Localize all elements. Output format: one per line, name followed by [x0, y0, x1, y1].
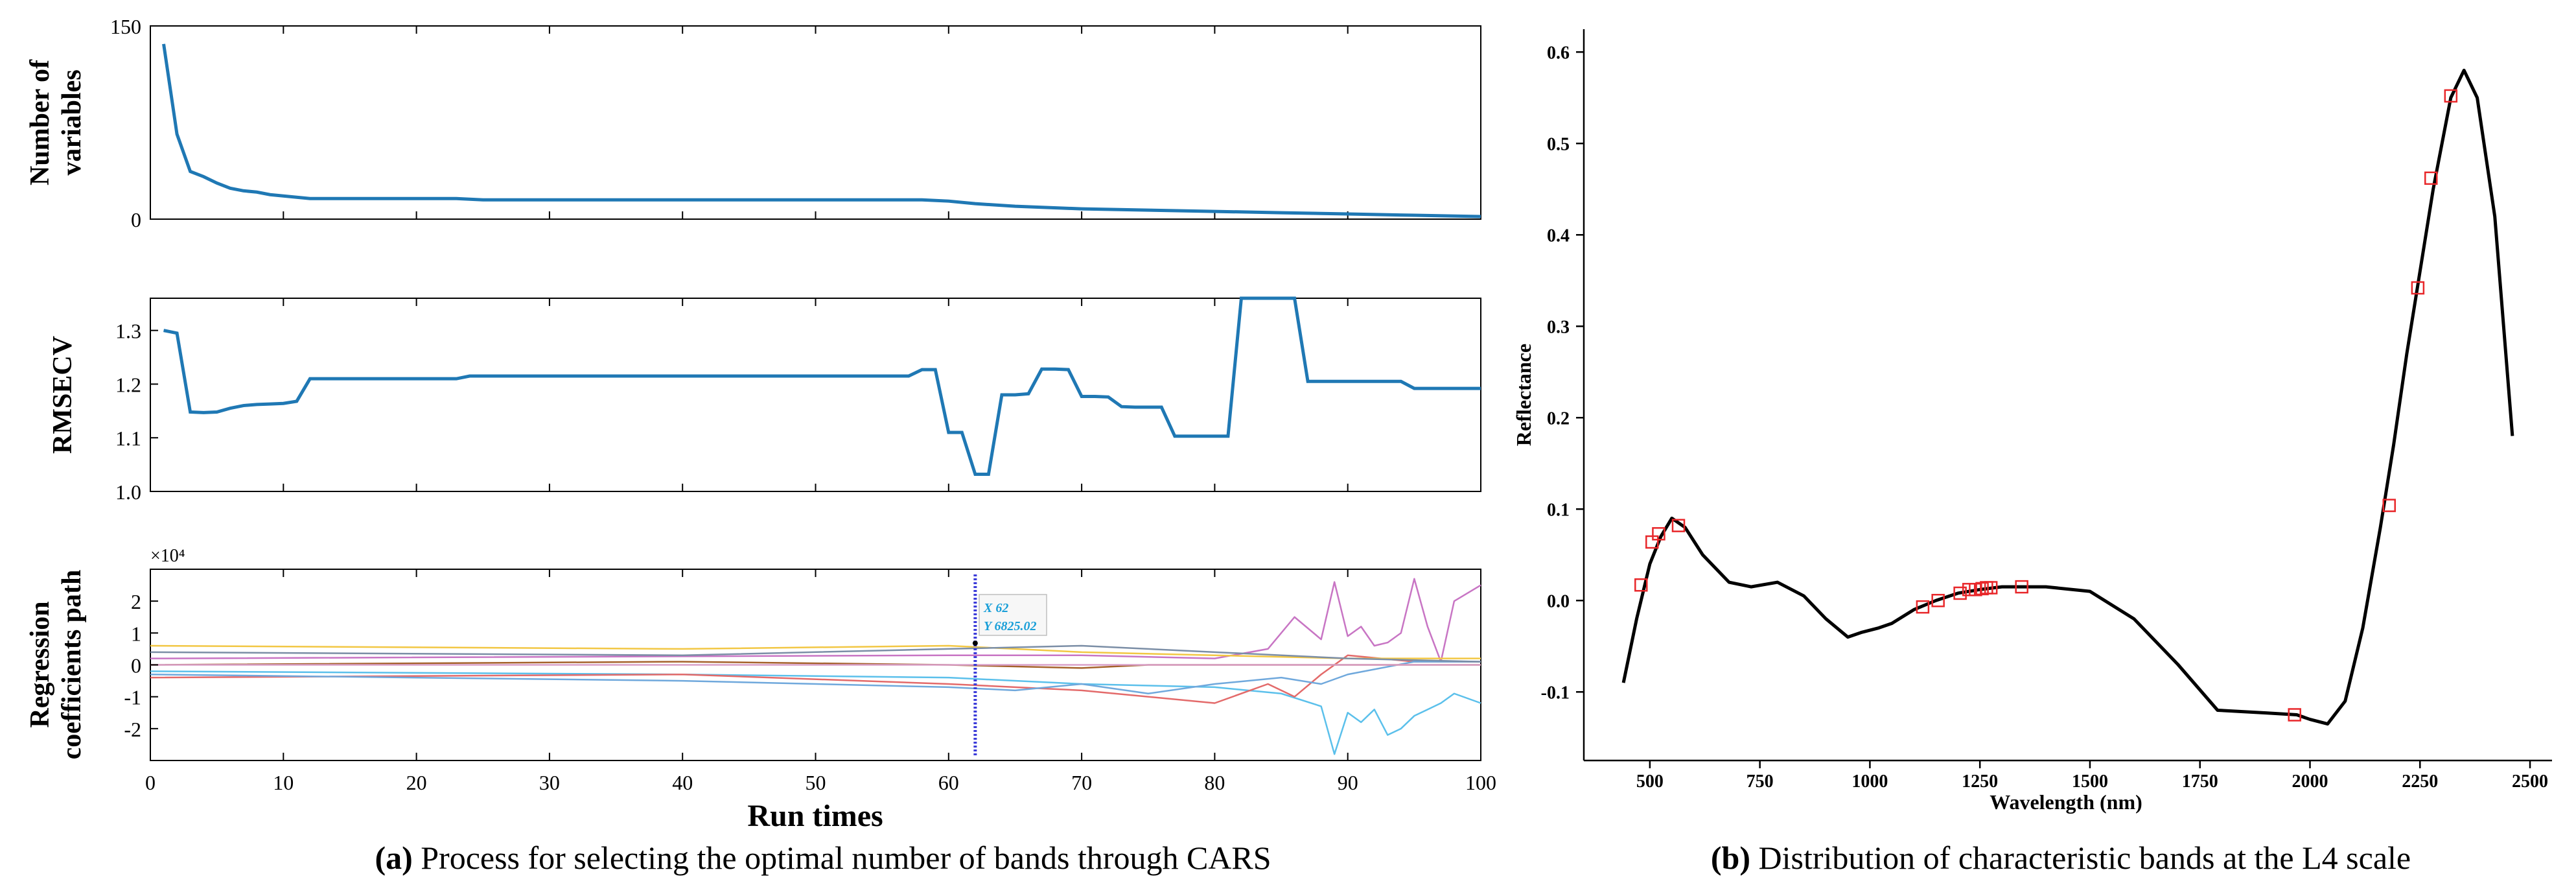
b-ytick-label--0.1: -0.1 [1541, 683, 1570, 703]
regression-path-coef-3 [150, 654, 1481, 704]
b-ytick-label-0: 0.0 [1547, 591, 1570, 611]
a2-ytick-label-1.1: 1.1 [115, 427, 141, 450]
a3-ytick-label-0: 0 [131, 654, 141, 678]
a3-xtick-label-40: 40 [672, 771, 693, 794]
characteristic-band-marker [1634, 578, 1648, 592]
characteristic-band-marker [1931, 594, 1945, 607]
a3-xtick-label-20: 20 [406, 771, 427, 794]
datatip-x: X 62 [983, 601, 1008, 615]
characteristic-band-marker [2382, 499, 2396, 512]
a2-ytick-label-1.3: 1.3 [115, 320, 141, 343]
b-xlabel: Wavelength (nm) [1990, 790, 2142, 814]
b-xtick-label-2500: 2500 [2512, 772, 2548, 792]
a2-ytick-label-1.2: 1.2 [115, 373, 141, 396]
b-ytick-label-0.2: 0.2 [1547, 408, 1570, 429]
datatip-box [979, 594, 1047, 636]
a3-ytick-label--2: -2 [124, 718, 141, 741]
b-ytick-label-0.5: 0.5 [1547, 134, 1570, 154]
caption-a: (a) Process for selecting the optimal nu… [375, 840, 1271, 876]
a3-xtick-label-0: 0 [145, 771, 156, 794]
b-xtick-label-750: 750 [1746, 772, 1774, 792]
characteristic-band-marker [1953, 586, 1967, 600]
a3-xtick-label-50: 50 [806, 771, 826, 794]
a2-ytick-label-1: 1.0 [115, 480, 141, 504]
b-xtick-label-1000: 1000 [1851, 772, 1888, 792]
a3-xlabel: Run times [747, 799, 883, 833]
characteristic-band-marker [2288, 708, 2301, 722]
panel-b-reflectance: 500 750 1000 1250 1500 1750 2000 2250 2500 -0.1 0… [1512, 29, 2552, 814]
regression-path-coef-4 [150, 661, 1481, 694]
reflectance-curve [1621, 68, 2514, 726]
a1-ytick-label-150: 150 [110, 15, 141, 38]
characteristic-band-marker [2444, 89, 2458, 103]
a3-ytick-label--1: -1 [124, 686, 141, 709]
b-ytick-label-0.1: 0.1 [1547, 500, 1570, 520]
a3-xtick-label-60: 60 [938, 771, 959, 794]
a3-ytick-label-2: 2 [131, 590, 141, 613]
a3-xtick-label-30: 30 [539, 771, 560, 794]
variables-series-line [162, 43, 1481, 218]
caption-b-text: Distribution of characteristic bands at … [1750, 840, 2411, 876]
panel-a-number-of-variables: 0 150 Number of variables [25, 15, 1481, 231]
panel-a-rmsecv: 1.0 1.1 1.2 1.3 RMSECV [48, 296, 1481, 504]
a1-ylabel-line1: Number of [25, 59, 55, 185]
caption-b-label: (b) [1711, 840, 1750, 876]
b-xtick-label-2250: 2250 [2402, 772, 2438, 792]
a3-xtick-label-100: 100 [1465, 771, 1496, 794]
regression-path-coef-2 [150, 670, 1481, 755]
characteristic-band-marker [1671, 519, 1686, 532]
a3-xtick-label-90: 90 [1338, 771, 1358, 794]
a3-xtick-label-80: 80 [1204, 771, 1225, 794]
a3-ytick-label-1: 1 [131, 622, 141, 645]
panel-a-regression-paths: 0 10 20 30 40 50 60 70 80 90 100 -2 -1 0 1 2 ×10⁴ Regr… [25, 546, 1496, 833]
a1-ytick-label-0: 0 [131, 208, 141, 231]
caption-a-label: (a) [375, 840, 412, 876]
characteristic-band-marker [2015, 580, 2028, 594]
a1-ylabel-line2: variables [57, 69, 87, 175]
b-ylabel: Reflectance [1512, 344, 1535, 446]
b-xtick-label-500: 500 [1636, 772, 1664, 792]
characteristic-band-marker [1975, 582, 1989, 596]
a3-xtick-label-70: 70 [1071, 771, 1092, 794]
datatip-point [972, 641, 978, 646]
characteristic-band-marker [2424, 171, 2438, 185]
b-xtick-label-1500: 1500 [2072, 772, 2108, 792]
a3-ylabel-line2: coefficients path [57, 570, 87, 760]
b-ytick-label-0.6: 0.6 [1547, 43, 1570, 63]
datatip: X 62 Y 6825.02 [979, 594, 1047, 636]
a3-exponent-label: ×10⁴ [150, 546, 185, 566]
a2-ylabel: RMSECV [48, 336, 78, 454]
characteristic-band-marker [1984, 581, 1998, 595]
regression-path-coef-7 [150, 644, 1481, 663]
characteristic-band-marker [1916, 600, 1930, 614]
b-ytick-label-0.4: 0.4 [1547, 226, 1570, 246]
characteristic-band-marker [2411, 281, 2425, 295]
b-xtick-label-2000: 2000 [2292, 772, 2328, 792]
rmsecv-series-line [163, 296, 1481, 477]
caption-a-text: Process for selecting the optimal number… [413, 840, 1271, 876]
b-ytick-label-0.3: 0.3 [1547, 317, 1570, 337]
characteristic-band-marker [1652, 527, 1665, 541]
a3-xtick-label-10: 10 [273, 771, 294, 794]
datatip-y: Y 6825.02 [984, 619, 1036, 633]
b-xtick-label-1250: 1250 [1962, 772, 1998, 792]
regression-path-coef-1 [150, 578, 1481, 663]
b-xtick-label-1750: 1750 [2182, 772, 2218, 792]
a3-ylabel-line1: Regression [25, 601, 55, 727]
caption-b: (b) Distribution of characteristic bands… [1711, 840, 2411, 876]
